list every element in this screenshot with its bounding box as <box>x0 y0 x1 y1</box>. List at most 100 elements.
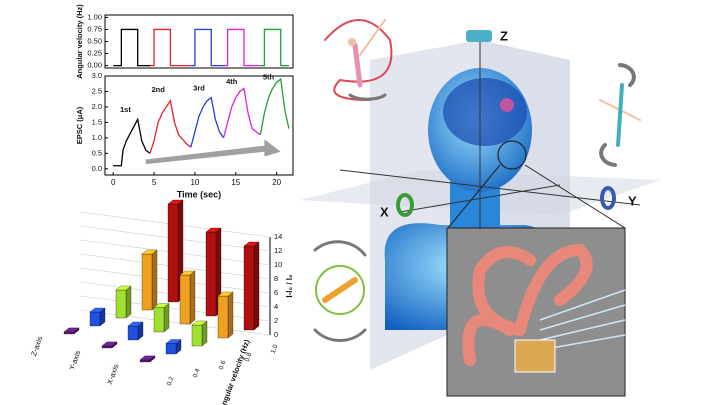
bar-top <box>205 227 222 233</box>
annotation: 5th <box>263 73 275 82</box>
x-tick-label: 10 <box>190 178 199 187</box>
y-tick-label: 1.00 <box>87 12 102 21</box>
axis-label: X <box>380 204 389 219</box>
series-line <box>113 28 150 67</box>
z-tick-label: 10 <box>274 260 282 269</box>
z-tick-label: 6 <box>274 288 278 297</box>
grid-line <box>79 309 271 336</box>
ear-circle <box>497 140 527 170</box>
illustration: X Y Z <box>300 19 660 397</box>
y-tick-label: 2.5 <box>92 86 102 95</box>
bar-top <box>167 199 184 205</box>
depth-tick-label: 0.2 <box>166 375 176 386</box>
category-label: Z-axis <box>29 335 45 357</box>
series-line <box>113 117 151 167</box>
y-tick-label: 3.0 <box>92 71 102 80</box>
bar-side <box>227 291 234 339</box>
series-line <box>222 87 261 139</box>
bar <box>139 359 151 363</box>
bar <box>205 231 217 317</box>
x-tick-label: 0 <box>111 178 116 187</box>
bar-side <box>253 241 260 331</box>
y-tick-label: 2.0 <box>92 102 102 111</box>
bar-top <box>165 339 182 344</box>
z-tick-label: 12 <box>274 246 282 255</box>
annotation: 4th <box>226 77 238 86</box>
bar <box>153 307 165 333</box>
bar <box>179 274 191 325</box>
z-tick-label: 2 <box>274 316 278 325</box>
depth-tick-label: 0.4 <box>192 367 202 378</box>
y-tick-label: 1.0 <box>92 133 102 142</box>
series-line <box>190 96 225 148</box>
device <box>514 339 556 373</box>
y-tick-label: 0.75 <box>87 24 102 33</box>
bar-side <box>189 270 196 325</box>
series-line <box>149 28 191 67</box>
axis-line <box>399 184 561 213</box>
bar <box>101 345 113 349</box>
bar-top <box>63 327 80 333</box>
bar-top <box>115 285 132 291</box>
z-tick-label: 0 <box>274 330 278 339</box>
x-tick-label: 5 <box>152 178 157 187</box>
x-axis-label: Angular velocity (Hz) <box>218 338 252 405</box>
bar <box>243 245 255 331</box>
z-tick-label: 8 <box>274 274 278 283</box>
depth-tick-label: 1.0 <box>270 343 280 354</box>
bar-top <box>139 355 156 361</box>
bar-top <box>217 291 234 297</box>
y-axis-label: EPSC (μA) <box>75 106 84 144</box>
bar <box>191 324 203 347</box>
bar <box>115 289 127 319</box>
x-rotor <box>396 193 414 217</box>
y-tick-label: 1.5 <box>92 117 102 126</box>
y-axis-label: Angular velocity (Hz) <box>75 4 84 79</box>
axis-label: Z <box>500 28 508 43</box>
bar-top <box>179 270 196 276</box>
bar-side <box>163 303 170 333</box>
bar-side <box>125 285 132 319</box>
bar-top <box>141 249 158 255</box>
bar <box>141 253 153 311</box>
series-line <box>190 28 224 67</box>
bar-top <box>127 321 144 327</box>
bar <box>167 203 179 303</box>
bar <box>89 311 101 327</box>
category-label: X-axis <box>105 363 121 386</box>
depth-tick-label: 0.6 <box>218 359 228 370</box>
axis-label: Y <box>628 193 637 208</box>
zoom-line <box>524 164 626 229</box>
z-tick-label: 14 <box>274 232 282 241</box>
bar-side <box>151 249 158 311</box>
z-axis-label: I-I₀ / I₀ <box>285 274 294 298</box>
y-tick-label: 0.50 <box>87 36 102 45</box>
annotation: 2nd <box>151 85 165 94</box>
trend-arrow <box>145 139 281 165</box>
annotation: 3rd <box>193 83 205 92</box>
z-tick-label: 4 <box>274 302 278 311</box>
bar <box>165 343 177 355</box>
y-tick-label: 0.5 <box>92 148 102 157</box>
bar-top <box>101 341 118 347</box>
cochlea <box>462 243 593 366</box>
depth-tick-label: 0.8 <box>244 351 254 362</box>
series-line <box>149 99 192 154</box>
series-line <box>260 28 289 67</box>
plot-frame <box>104 75 294 176</box>
y-rotor <box>600 186 616 210</box>
series-line <box>223 28 261 67</box>
z-rotor <box>466 30 492 42</box>
grid-line <box>79 295 271 322</box>
nerves <box>539 289 626 351</box>
bar <box>127 325 139 341</box>
series-line <box>259 77 290 135</box>
annotation: 1st <box>120 105 131 114</box>
bar-top <box>243 241 260 247</box>
x-tick-label: 15 <box>231 178 240 187</box>
category-label: Y-axis <box>67 349 82 371</box>
y-tick-label: 0.00 <box>87 61 102 70</box>
brain-spot <box>500 98 514 112</box>
zoom-line <box>447 164 501 229</box>
